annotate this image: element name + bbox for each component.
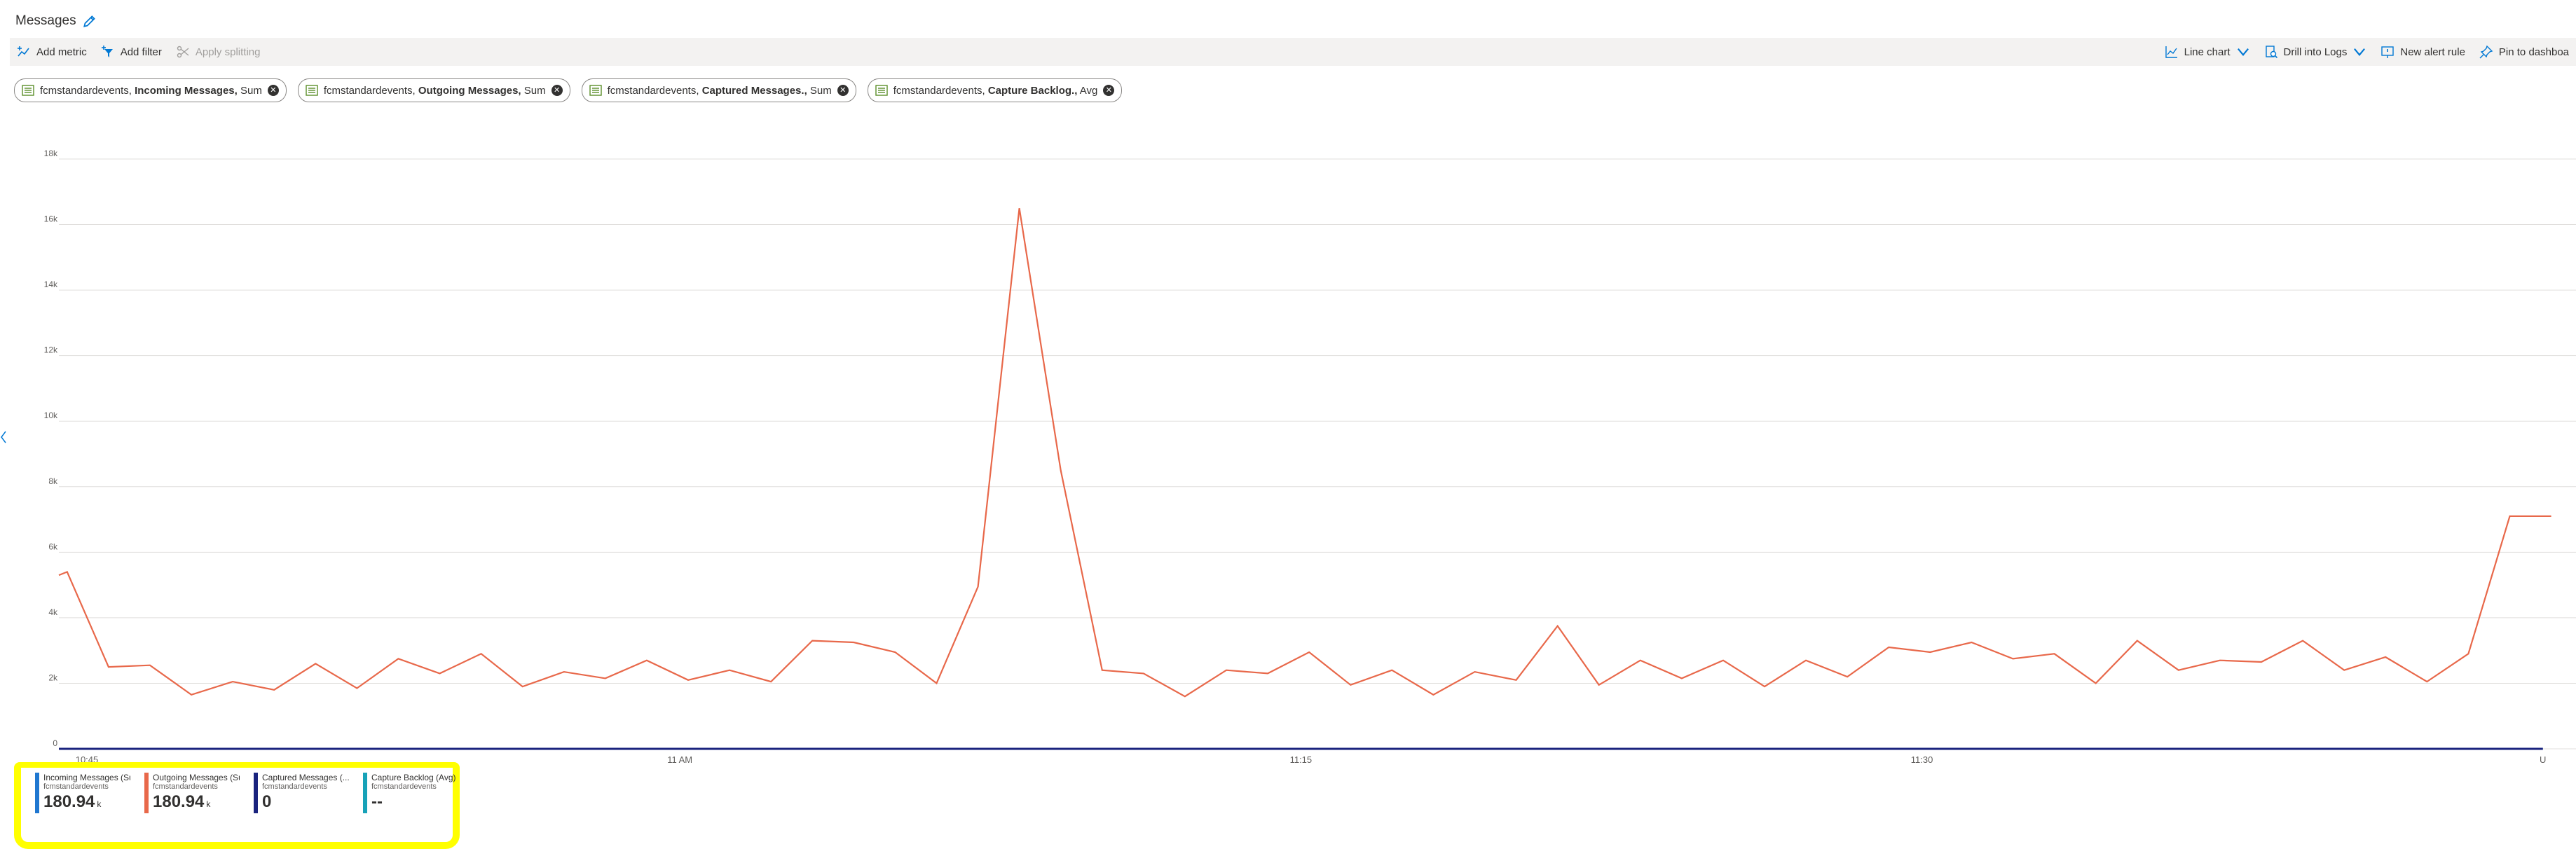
y-tick-label: 14k <box>44 279 58 289</box>
line-chart-icon <box>2165 46 2177 58</box>
edit-title-pencil-icon[interactable] <box>82 13 97 29</box>
y-tick-label: 4k <box>48 607 58 617</box>
series-line-outgoing <box>58 208 2551 698</box>
remove-chip-close-icon[interactable]: ✕ <box>1103 85 1115 96</box>
remove-chip-close-icon[interactable]: ✕ <box>267 85 279 96</box>
metric-chips: fcmstandardevents, Incoming Messages, Su… <box>14 78 1123 102</box>
y-tick-label: 10k <box>44 410 58 420</box>
legend-color-bar <box>363 773 367 813</box>
legend-value: -- <box>371 792 383 811</box>
legend-metric-name: Capture Backlog (Avg) <box>371 773 456 782</box>
legend-highlight <box>14 762 460 849</box>
chevron-left-icon[interactable] <box>0 429 7 446</box>
chevron-down-icon <box>2354 48 2366 56</box>
chart-toolbar: Add metric Add filter Apply splitting Li… <box>10 38 2576 66</box>
legend-resource: fcmstandardevents <box>371 782 437 791</box>
logs-icon <box>2265 46 2277 59</box>
x-tick-label: 11 AM <box>667 754 692 765</box>
apply-splitting-icon <box>177 46 189 58</box>
metric-chip-incoming[interactable]: fcmstandardevents, Incoming Messages, Su… <box>14 78 287 102</box>
add-metric-button[interactable]: Add metric <box>10 38 94 66</box>
metric-chip-outgoing[interactable]: fcmstandardevents, Outgoing Messages, Su… <box>297 78 570 102</box>
legend-resource: fcmstandardevents <box>262 782 327 791</box>
y-tick-label: 0 <box>53 738 57 748</box>
remove-chip-close-icon[interactable]: ✕ <box>551 85 563 96</box>
y-tick-label: 16k <box>44 214 58 224</box>
chart-title: Messages <box>15 13 76 28</box>
add-filter-button[interactable]: Add filter <box>94 38 169 66</box>
legend-item-captured[interactable]: Captured Messages (...) fcmstandardevent… <box>254 773 349 813</box>
legend-metric-name: Outgoing Messages (Sum) <box>153 773 240 782</box>
toolbar-right-group: Line chart Drill into Logs New alert rul <box>2158 38 2576 66</box>
legend-metric-name: Captured Messages (...) <box>262 773 349 782</box>
pin-to-dashboard-button[interactable]: Pin to dashboa <box>2472 38 2576 66</box>
event-hubs-icon <box>22 85 34 96</box>
legend-color-bar <box>144 773 149 813</box>
add-filter-icon <box>101 46 113 57</box>
remove-chip-close-icon[interactable]: ✕ <box>837 85 849 96</box>
chart-title-row: Messages <box>15 7 97 35</box>
legend-resource: fcmstandardevents <box>43 782 109 791</box>
chip-text: fcmstandardevents, Incoming Messages, Su… <box>40 84 262 97</box>
event-hubs-icon <box>306 85 318 96</box>
x-tick-label: U <box>2540 754 2546 765</box>
drill-into-logs-dropdown[interactable]: Drill into Logs <box>2257 38 2374 66</box>
event-hubs-icon <box>589 85 602 96</box>
x-tick-label: 11:30 <box>1911 754 1933 765</box>
chip-text: fcmstandardevents, Captured Messages., S… <box>607 84 832 97</box>
chip-text: fcmstandardevents, Capture Backlog., Avg <box>893 84 1098 97</box>
alert-rule-icon <box>2381 46 2395 58</box>
new-alert-rule-label: New alert rule <box>2400 46 2465 58</box>
metric-chip-backlog[interactable]: fcmstandardevents, Capture Backlog., Avg… <box>867 78 1123 102</box>
legend-color-bar <box>254 773 258 813</box>
legend-value: 180.94 k <box>43 792 102 811</box>
apply-splitting-button[interactable]: Apply splitting <box>169 38 268 66</box>
add-filter-label: Add filter <box>120 46 162 58</box>
chip-text: fcmstandardevents, Outgoing Messages, Su… <box>323 84 546 97</box>
new-alert-rule-button[interactable]: New alert rule <box>2373 38 2472 66</box>
legend-value: 180.94 k <box>153 792 211 811</box>
y-tick-label: 8k <box>48 476 58 486</box>
metric-chip-captured[interactable]: fcmstandardevents, Captured Messages., S… <box>581 78 856 102</box>
add-metric-icon <box>18 46 29 57</box>
legend-item-outgoing[interactable]: Outgoing Messages (Sum) fcmstandardevent… <box>144 773 240 813</box>
y-tick-label: 18k <box>44 149 58 158</box>
drill-into-logs-label: Drill into Logs <box>2283 46 2348 58</box>
legend-value: 0 <box>262 792 272 811</box>
x-tick-label: 11:15 <box>1290 754 1313 765</box>
legend-item-incoming[interactable]: Incoming Messages (Sum) fcmstandardevent… <box>35 773 130 813</box>
add-metric-label: Add metric <box>36 46 87 58</box>
event-hubs-icon <box>875 85 888 96</box>
legend-resource: fcmstandardevents <box>153 782 218 791</box>
y-tick-label: 6k <box>48 541 58 551</box>
apply-splitting-label: Apply splitting <box>195 46 261 58</box>
line-chart-dropdown[interactable]: Line chart <box>2158 38 2257 66</box>
line-chart-label: Line chart <box>2184 46 2231 58</box>
pin-icon <box>2479 45 2493 59</box>
chart-legend: Incoming Messages (Sum) fcmstandardevent… <box>35 773 458 813</box>
legend-item-backlog[interactable]: Capture Backlog (Avg) fcmstandardevents … <box>363 773 458 813</box>
pin-to-dashboard-label: Pin to dashboa <box>2498 46 2569 58</box>
chevron-down-icon <box>2237 48 2249 56</box>
legend-color-bar <box>35 773 39 813</box>
y-tick-label: 2k <box>48 672 58 682</box>
y-tick-label: 12k <box>44 345 58 355</box>
legend-metric-name: Incoming Messages (Sum) <box>43 773 130 782</box>
